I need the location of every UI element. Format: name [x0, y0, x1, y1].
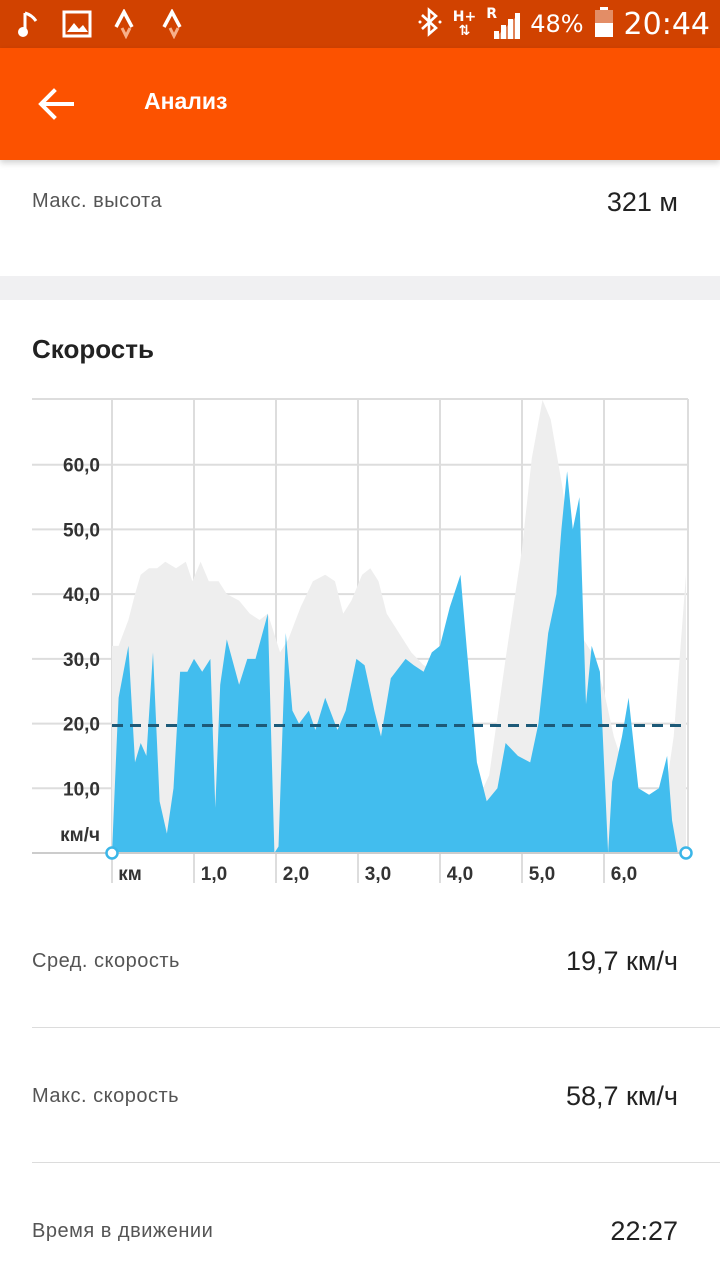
row-divider	[32, 1027, 720, 1028]
max-elevation-label: Макс. высота	[32, 190, 163, 212]
arrow-back-icon	[38, 88, 74, 120]
avg-speed-value: 19,7 км/ч	[566, 946, 678, 976]
page-title: Анализ	[144, 88, 228, 114]
row-divider	[32, 1162, 720, 1163]
y-tick-label: 60,0	[63, 456, 100, 477]
x-tick-label: 5,0	[529, 864, 555, 885]
roaming-label: R	[486, 6, 497, 22]
speed-section-title: Скорость	[32, 334, 154, 364]
y-tick-label: 30,0	[63, 650, 100, 671]
max-speed-label: Макс. скорость	[32, 1085, 180, 1107]
max-elevation-value: 321 м	[606, 187, 678, 217]
music-note-icon	[12, 6, 46, 42]
section-separator	[0, 276, 720, 300]
x-unit-label: км	[118, 864, 142, 885]
x-tick-label: 3,0	[365, 864, 391, 885]
app-bar: Анализ	[0, 48, 720, 160]
moving-time-value: 22:27	[610, 1216, 678, 1246]
data-arrows-icon: ⇅	[458, 23, 471, 39]
network-type-label: H+	[452, 9, 477, 25]
strava-icon	[156, 6, 190, 42]
max-speed-value: 58,7 км/ч	[566, 1081, 678, 1111]
avg-speed-label: Сред. скорость	[32, 950, 180, 972]
y-tick-label: 50,0	[63, 520, 100, 541]
clock: 20:44	[623, 6, 710, 42]
speed-area	[112, 471, 686, 853]
y-tick-label: 40,0	[63, 585, 100, 606]
x-tick-label: 2,0	[283, 864, 309, 885]
system-status: H+ ⇅ R 48% 20:44	[417, 0, 710, 48]
x-tick-label: 6,0	[611, 864, 637, 885]
battery-percent: 48%	[530, 10, 584, 38]
x-axis-ticks: 1,0 2,0 3,0 4,0 5,0 6,0	[201, 864, 637, 885]
moving-time-label: Время в движении	[32, 1220, 214, 1242]
notification-icons	[12, 6, 190, 42]
range-end-handle[interactable]	[679, 846, 693, 860]
status-bar: H+ ⇅ R 48% 20:44	[0, 0, 720, 48]
range-start-handle[interactable]	[105, 846, 119, 860]
y-tick-label: 10,0	[63, 779, 100, 800]
x-tick-label: 4,0	[447, 864, 473, 885]
network-type: H+ ⇅	[453, 10, 476, 38]
bluetooth-icon	[417, 6, 443, 43]
image-icon	[60, 6, 94, 42]
y-unit-label: км/ч	[60, 825, 100, 846]
battery-icon	[594, 6, 614, 43]
signal-icon: R	[486, 6, 521, 39]
strava-icon	[108, 6, 142, 42]
speed-chart[interactable]: 10,0 20,0 30,0 40,0 50,0 60,0 1,0 2,0 3,0 4,0 5,0…	[0, 390, 720, 890]
x-tick-label: 1,0	[201, 864, 227, 885]
back-button[interactable]	[30, 78, 82, 130]
y-axis-ticks: 10,0 20,0 30,0 40,0 50,0 60,0	[63, 456, 100, 801]
y-tick-label: 20,0	[63, 715, 100, 736]
